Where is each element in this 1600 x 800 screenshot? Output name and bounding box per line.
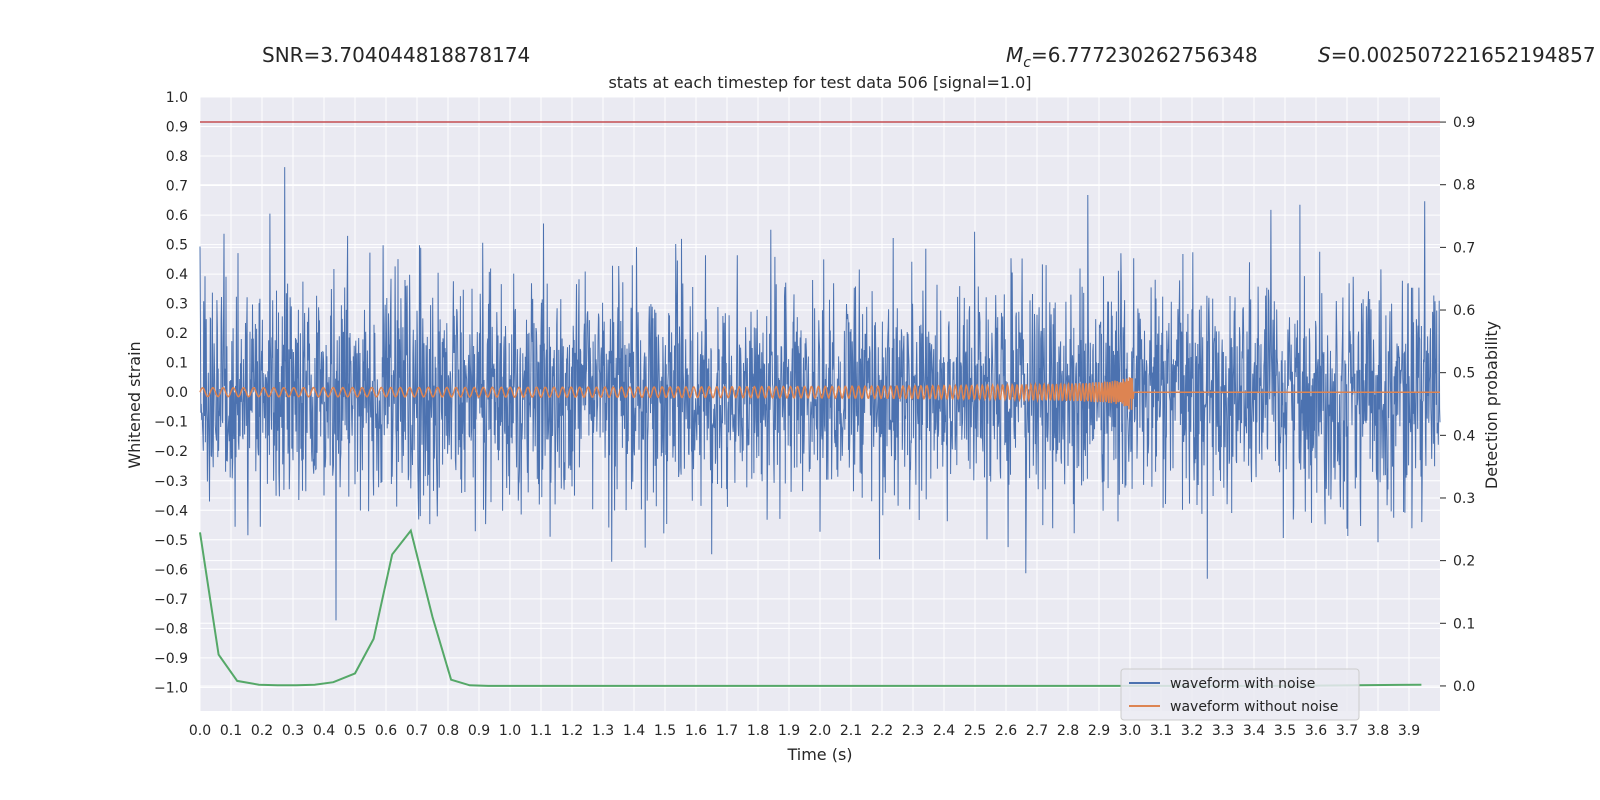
y-left-tick-label-6: 0.4: [166, 267, 188, 283]
y-left-tick-label-1: 0.9: [166, 120, 188, 136]
y-left-tick-label-16: −0.6: [154, 562, 188, 578]
x-tick-label-22: 2.2: [871, 723, 893, 739]
snr-stat: SNR=3.704044818878174: [262, 43, 530, 67]
x-tick-label-5: 0.5: [344, 723, 366, 739]
y-left-tick-labels: 1.0 0.9 0.8 0.7 0.6 0.5 0.4 0.3 0.2 0.1 0.0 −0.1 −0.…: [154, 90, 188, 696]
x-tick-label-21: 2.1: [840, 723, 862, 739]
legend: waveform with noise waveform without noi…: [1120, 668, 1360, 721]
x-tick-label-37: 3.7: [1336, 723, 1358, 739]
x-tick-label-39: 3.9: [1398, 723, 1420, 739]
legend-label-without-noise: waveform without noise: [1170, 699, 1338, 715]
x-tick-label-31: 3.1: [1150, 723, 1172, 739]
x-tick-label-6: 0.6: [375, 723, 397, 739]
y-left-tick-label-15: −0.5: [154, 533, 188, 549]
y-left-tick-label-17: −0.7: [154, 592, 188, 608]
x-tick-label-34: 3.4: [1243, 723, 1265, 739]
legend-box: [1120, 668, 1360, 721]
y-right-axis-label: Detection probability: [1482, 321, 1501, 489]
y-left-tick-label-2: 0.8: [166, 149, 188, 165]
x-tick-label-38: 3.8: [1367, 723, 1389, 739]
y-left-tick-label-5: 0.5: [166, 238, 188, 254]
x-tick-label-8: 0.8: [437, 723, 459, 739]
x-tick-labels: 0.0 0.1 0.2 0.3 0.4 0.5 0.6 0.7 0.8 0.9 1.0 1.1 1.2 1…: [189, 723, 1420, 739]
y-right-tick-label-2: 0.7: [1453, 240, 1475, 256]
x-tick-label-24: 2.4: [933, 723, 955, 739]
y-left-tick-label-18: −0.8: [154, 621, 188, 637]
x-tick-label-13: 1.3: [592, 723, 614, 739]
x-tick-label-0: 0.0: [189, 723, 211, 739]
x-tick-label-14: 1.4: [623, 723, 645, 739]
x-tick-label-36: 3.6: [1305, 723, 1327, 739]
x-tick-label-35: 3.5: [1274, 723, 1296, 739]
y-left-tick-label-13: −0.3: [154, 474, 188, 490]
x-tick-label-19: 1.9: [778, 723, 800, 739]
x-tick-label-12: 1.2: [561, 723, 583, 739]
y-right-tick-label-4: 0.5: [1453, 366, 1475, 382]
chirp-mass-stat: Mc=6.777230262756348: [1006, 43, 1258, 71]
x-tick-label-11: 1.1: [530, 723, 552, 739]
x-axis-label: Time (s): [786, 745, 852, 764]
y-left-tick-label-0: 1.0: [166, 90, 188, 106]
noisy-waveform-line: [199, 167, 1441, 621]
y-right-tick-label-1: 0.8: [1453, 178, 1475, 194]
x-tick-label-3: 0.3: [282, 723, 304, 739]
y-left-tick-label-8: 0.2: [166, 326, 188, 342]
s-value: =0.002507221652194857: [1331, 43, 1596, 67]
y-right-tick-label-3: 0.6: [1453, 303, 1475, 319]
y-left-tick-label-10: 0.0: [166, 385, 188, 401]
legend-label-with-noise: waveform with noise: [1170, 676, 1315, 692]
probability-line: [199, 528, 1422, 687]
x-tick-label-26: 2.6: [995, 723, 1017, 739]
x-tick-label-30: 3.0: [1119, 723, 1141, 739]
chirp-mass-value: =6.777230262756348: [1031, 43, 1258, 67]
x-tick-label-9: 0.9: [468, 723, 490, 739]
chart-title: stats at each timestep for test data 506…: [608, 73, 1031, 92]
y-left-tick-label-19: −0.9: [154, 651, 188, 667]
y-left-tick-label-20: −1.0: [154, 680, 188, 696]
x-tick-label-28: 2.8: [1057, 723, 1079, 739]
y-right-tick-labels: 0.9 0.8 0.7 0.6 0.5 0.4 0.3 0.2 0.1 0.0: [1440, 115, 1475, 695]
y-left-tick-label-14: −0.4: [154, 503, 188, 519]
x-tick-label-23: 2.3: [902, 723, 924, 739]
x-tick-label-15: 1.5: [654, 723, 676, 739]
x-tick-label-29: 2.9: [1088, 723, 1110, 739]
y-left-tick-label-11: −0.1: [154, 415, 188, 431]
chirp-mass-subscript: c: [1023, 55, 1031, 71]
y-right-tick-label-6: 0.3: [1453, 491, 1475, 507]
y-right-tick-label-8: 0.1: [1453, 616, 1475, 632]
x-tick-label-20: 2.0: [809, 723, 831, 739]
x-tick-label-4: 0.4: [313, 723, 335, 739]
x-tick-label-7: 0.7: [406, 723, 428, 739]
x-tick-label-32: 3.2: [1181, 723, 1203, 739]
y-left-tick-label-12: −0.2: [154, 444, 188, 460]
series-waveform-with-noise: [199, 167, 1441, 621]
x-tick-label-10: 1.0: [499, 723, 521, 739]
y-left-tick-label-9: 0.1: [166, 356, 188, 372]
y-right-tick-label-9: 0.0: [1453, 679, 1475, 695]
y-left-axis-label: Whitened strain: [125, 341, 144, 468]
chirp-mass-symbol: M: [1006, 43, 1023, 67]
y-right-tick-label-5: 0.4: [1453, 428, 1475, 444]
x-tick-label-16: 1.6: [685, 723, 707, 739]
x-tick-label-18: 1.8: [747, 723, 769, 739]
clean-waveform-line: [199, 377, 1440, 410]
s-symbol: S: [1318, 43, 1331, 67]
series-waveform-without-noise: [199, 377, 1440, 410]
x-tick-label-1: 0.1: [220, 723, 242, 739]
y-right-tick-label-7: 0.2: [1453, 554, 1475, 570]
x-tick-label-27: 2.7: [1026, 723, 1048, 739]
s-stat: S=0.002507221652194857: [1318, 43, 1596, 67]
y-left-tick-label-3: 0.7: [166, 179, 188, 195]
x-tick-label-2: 0.2: [251, 723, 273, 739]
x-tick-label-17: 1.7: [716, 723, 738, 739]
x-tick-label-25: 2.5: [964, 723, 986, 739]
x-tick-label-33: 3.3: [1212, 723, 1234, 739]
y-right-tick-label-0: 0.9: [1453, 115, 1475, 131]
y-left-tick-label-7: 0.3: [166, 297, 188, 313]
series-detection-probability: [199, 528, 1422, 687]
y-left-tick-label-4: 0.6: [166, 208, 188, 224]
